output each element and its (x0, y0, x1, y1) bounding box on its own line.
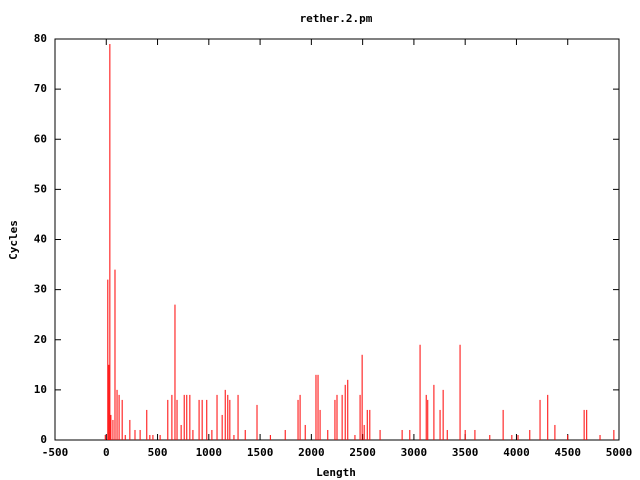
x-tick-label: 2500 (349, 446, 376, 459)
y-axis-label: Cycles (7, 220, 20, 260)
y-tick-label: 80 (34, 32, 47, 45)
y-tick-label: 50 (34, 182, 47, 195)
x-tick-label: -500 (42, 446, 69, 459)
x-tick-label: 2000 (298, 446, 325, 459)
y-tick-label: 40 (34, 233, 47, 246)
x-tick-label: 1000 (196, 446, 223, 459)
y-tick-label: 70 (34, 82, 47, 95)
chart-title: rether.2.pm (300, 12, 373, 25)
x-tick-label: 5000 (606, 446, 633, 459)
y-tick-label: 10 (34, 383, 47, 396)
y-tick-label: 60 (34, 132, 47, 145)
plot-border (54, 38, 620, 441)
x-tick-label: 3500 (452, 446, 479, 459)
y-tick-label: 20 (34, 333, 47, 346)
x-tick-label: 3000 (401, 446, 428, 459)
x-tick-label: 4500 (554, 446, 581, 459)
y-tick-label: 30 (34, 283, 47, 296)
x-tick-label: 1500 (247, 446, 274, 459)
x-tick-label: 4000 (503, 446, 530, 459)
x-tick-label: 0 (103, 446, 110, 459)
y-tick-label: 0 (40, 433, 47, 446)
x-tick-label: 500 (148, 446, 168, 459)
x-axis-label: Length (316, 466, 356, 479)
